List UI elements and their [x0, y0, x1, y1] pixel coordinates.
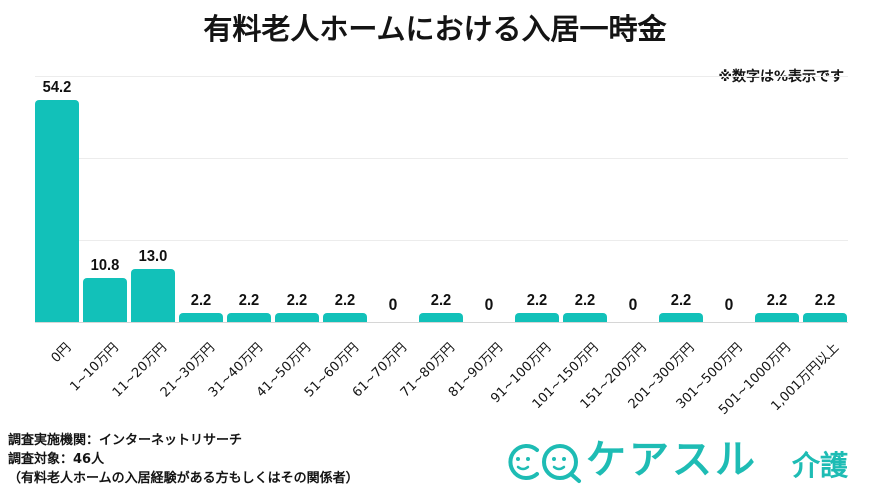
- bar-value-label: 0: [628, 295, 638, 314]
- bar-value-label: 2.2: [526, 292, 548, 309]
- chart-title: 有料老人ホームにおける入居一時金: [203, 12, 667, 46]
- bar: [755, 313, 799, 322]
- bar: [515, 313, 559, 322]
- bar: [131, 269, 175, 322]
- survey-org: 調査実施機関：インターネットリサーチ: [8, 433, 243, 448]
- survey-target: 調査対象：46人: [8, 452, 105, 467]
- bar-value-label: 2.2: [574, 292, 596, 309]
- bar-value-label: 0: [484, 295, 494, 314]
- x-axis-label: 0円: [48, 340, 74, 366]
- bar: [179, 313, 223, 322]
- bar-value-label: 10.8: [90, 257, 120, 274]
- logo-text-caresul: ケアスル: [586, 437, 758, 483]
- bar: [35, 100, 79, 322]
- bar: [419, 313, 463, 322]
- bar-value-label: 2.2: [670, 292, 692, 309]
- bar-value-label: 2.2: [430, 292, 452, 309]
- gridline-20: [35, 240, 848, 241]
- gridline-60: [35, 76, 848, 77]
- survey-target-detail: （有料老人ホームの入居経験がある方もしくはその関係者）: [8, 471, 359, 486]
- x-axis-baseline: [35, 322, 848, 323]
- survey-footer: 調査実施機関：インターネットリサーチ 調査対象：46人 （有料老人ホームの入居経…: [8, 431, 359, 488]
- smiley-faces-icon: [508, 444, 581, 483]
- bar-value-label: 0: [724, 295, 734, 314]
- bar-value-label: 2.2: [814, 292, 836, 309]
- bar: [275, 313, 319, 322]
- bar-value-label: 2.2: [334, 292, 356, 309]
- gridline-40: [35, 158, 848, 159]
- bar: [803, 313, 847, 322]
- unit-note: ※数字は%表示です: [718, 69, 844, 85]
- bar: [227, 313, 271, 322]
- bar: [659, 313, 703, 322]
- bar: [323, 313, 367, 322]
- bar-value-label: 54.2: [42, 79, 72, 96]
- bar-value-label: 2.2: [766, 292, 788, 309]
- bar-value-label: 2.2: [286, 292, 308, 309]
- logo-text-kaigo: 介護: [792, 449, 849, 482]
- bar-value-label: 2.2: [238, 292, 260, 309]
- bar: [83, 278, 127, 322]
- caresul-logo: ケアスル 介護: [504, 437, 864, 486]
- bar-value-label: 2.2: [190, 292, 212, 309]
- bar-value-label: 13.0: [138, 248, 168, 265]
- bar: [563, 313, 607, 322]
- bar-value-label: 0: [388, 295, 398, 314]
